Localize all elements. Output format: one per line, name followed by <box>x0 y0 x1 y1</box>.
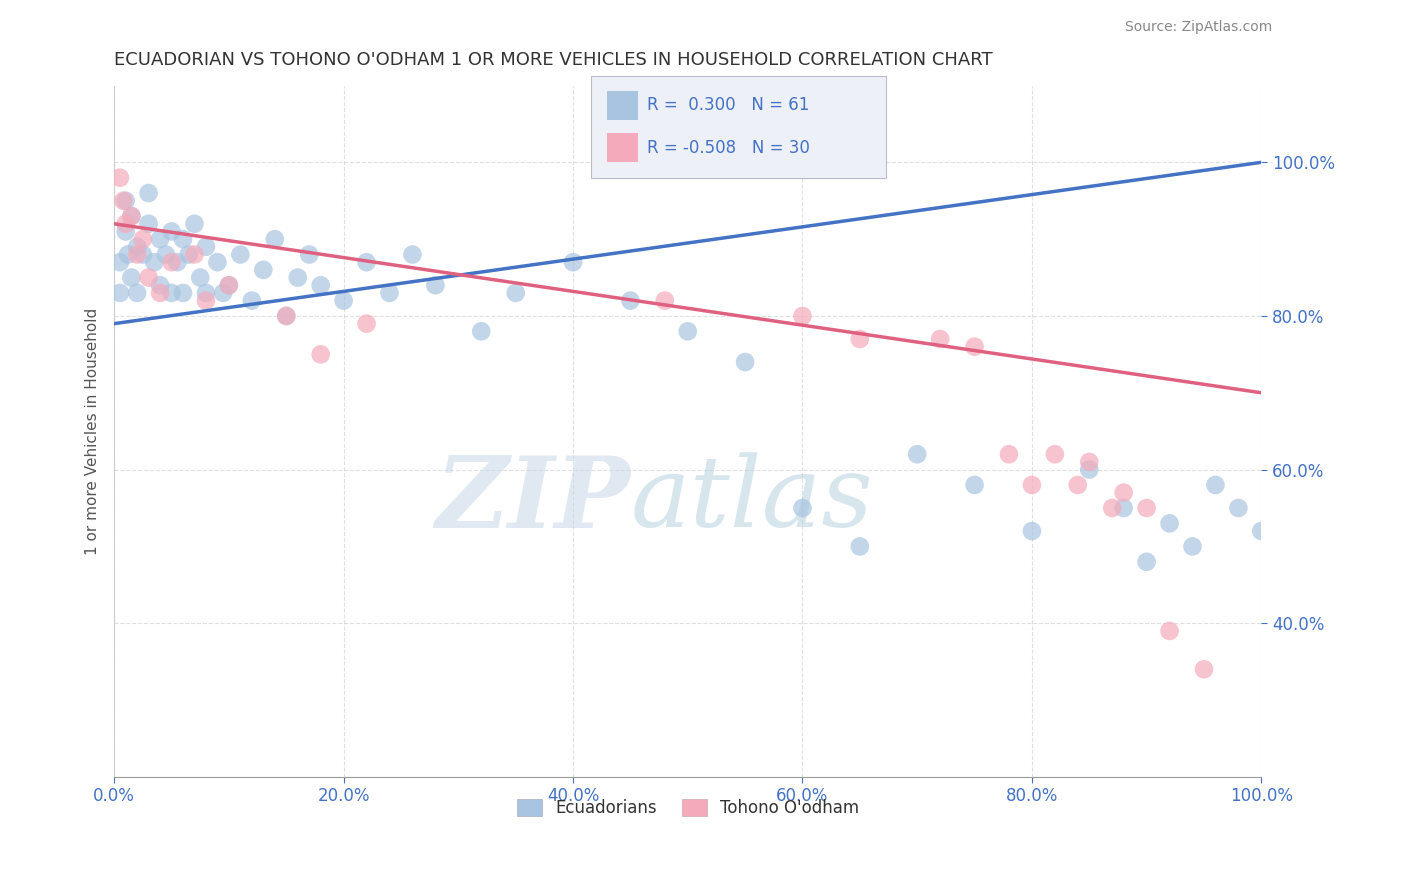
Text: Source: ZipAtlas.com: Source: ZipAtlas.com <box>1125 21 1272 34</box>
Point <box>378 285 401 300</box>
Text: ZIP: ZIP <box>436 452 630 549</box>
Point <box>120 209 142 223</box>
Point <box>138 217 160 231</box>
Point <box>160 255 183 269</box>
Point <box>132 232 155 246</box>
Point <box>1192 662 1215 676</box>
Point <box>425 278 447 293</box>
Point <box>287 270 309 285</box>
Point <box>792 309 814 323</box>
Point <box>1021 524 1043 538</box>
Point <box>309 278 332 293</box>
Point <box>132 247 155 261</box>
Point <box>120 270 142 285</box>
Point <box>160 224 183 238</box>
Point <box>183 217 205 231</box>
Point <box>207 255 229 269</box>
Point <box>1181 540 1204 554</box>
Legend: Ecuadorians, Tohono O'odham: Ecuadorians, Tohono O'odham <box>510 792 866 824</box>
Point <box>905 447 928 461</box>
Point <box>1067 478 1090 492</box>
Point <box>332 293 354 308</box>
Point <box>963 340 986 354</box>
Point <box>149 278 172 293</box>
Point <box>114 194 136 208</box>
Point <box>654 293 676 308</box>
Point <box>1112 501 1135 516</box>
Point <box>212 285 235 300</box>
Point <box>792 501 814 516</box>
Point <box>1227 501 1250 516</box>
Point <box>505 285 527 300</box>
Point <box>1043 447 1066 461</box>
Point <box>998 447 1021 461</box>
Point <box>929 332 952 346</box>
Y-axis label: 1 or more Vehicles in Household: 1 or more Vehicles in Household <box>86 308 100 555</box>
Point <box>172 232 194 246</box>
Point <box>108 285 131 300</box>
Point <box>108 255 131 269</box>
Point <box>218 278 240 293</box>
Point <box>1159 624 1181 638</box>
Point <box>188 270 211 285</box>
Point <box>356 317 378 331</box>
Point <box>734 355 756 369</box>
Point <box>155 247 177 261</box>
Point <box>963 478 986 492</box>
Point <box>183 247 205 261</box>
Point <box>149 232 172 246</box>
Point <box>127 247 149 261</box>
Point <box>138 270 160 285</box>
Point <box>356 255 378 269</box>
Point <box>127 240 149 254</box>
Point <box>229 247 252 261</box>
Point <box>562 255 585 269</box>
Point <box>619 293 641 308</box>
Point <box>177 247 200 261</box>
Point <box>1204 478 1226 492</box>
Point <box>401 247 423 261</box>
Point <box>252 263 274 277</box>
Point <box>849 332 872 346</box>
Point <box>194 293 217 308</box>
Text: ECUADORIAN VS TOHONO O'ODHAM 1 OR MORE VEHICLES IN HOUSEHOLD CORRELATION CHART: ECUADORIAN VS TOHONO O'ODHAM 1 OR MORE V… <box>114 51 993 69</box>
Point <box>1136 501 1159 516</box>
Point <box>309 347 332 361</box>
Point <box>470 324 492 338</box>
Point <box>114 224 136 238</box>
Point <box>298 247 321 261</box>
Point <box>240 293 263 308</box>
Point <box>276 309 298 323</box>
Point <box>849 540 872 554</box>
Point <box>166 255 188 269</box>
Point <box>194 240 217 254</box>
Point <box>1159 516 1181 531</box>
Point <box>149 285 172 300</box>
Point <box>1078 462 1101 476</box>
Point <box>1136 555 1159 569</box>
Point <box>127 285 149 300</box>
Point <box>1112 485 1135 500</box>
Point <box>143 255 166 269</box>
Point <box>108 170 131 185</box>
Text: R = -0.508   N = 30: R = -0.508 N = 30 <box>647 139 810 157</box>
Point <box>218 278 240 293</box>
Point <box>112 194 135 208</box>
Text: atlas: atlas <box>630 452 873 548</box>
Point <box>114 217 136 231</box>
Point <box>676 324 699 338</box>
Point <box>160 285 183 300</box>
Point <box>1250 524 1272 538</box>
Point <box>172 285 194 300</box>
Point <box>138 186 160 200</box>
Point <box>1078 455 1101 469</box>
Point <box>276 309 298 323</box>
Point <box>194 285 217 300</box>
Point <box>117 247 139 261</box>
Point <box>1021 478 1043 492</box>
Point <box>1101 501 1123 516</box>
Point <box>120 209 142 223</box>
Point <box>263 232 285 246</box>
Text: R =  0.300   N = 61: R = 0.300 N = 61 <box>647 95 808 113</box>
